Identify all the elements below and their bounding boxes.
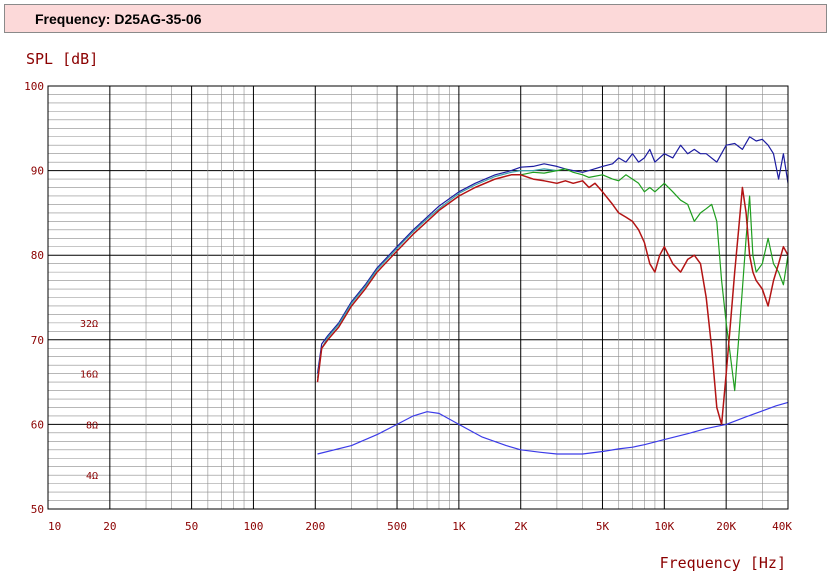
y-tick-label: 100 (24, 80, 44, 93)
series-blue-line (316, 136, 789, 374)
series-green-line (520, 168, 789, 392)
x-tick-label: 100 (244, 520, 264, 533)
chart-series (316, 136, 789, 455)
impedance-label: 32Ω (80, 319, 98, 330)
x-tick-label: 500 (387, 520, 407, 533)
chart-header: Frequency: D25AG-35-06 (4, 4, 827, 33)
x-tick-label: 2K (514, 520, 528, 533)
x-axis-title: Frequency [Hz] (660, 554, 786, 572)
y-tick-label: 70 (31, 334, 44, 347)
chart-grid (47, 85, 789, 510)
series-impedance-line (317, 401, 789, 455)
series-teal-line (316, 168, 557, 378)
impedance-label: 16Ω (80, 370, 98, 381)
y-axis-title: SPL [dB] (26, 50, 98, 68)
x-tick-label: 20 (103, 520, 116, 533)
y-tick-label: 80 (31, 249, 44, 262)
y-tick-label: 60 (31, 418, 44, 431)
x-tick-label: 5K (596, 520, 610, 533)
y-tick-label: 90 (31, 165, 44, 178)
x-tick-label: 1K (452, 520, 466, 533)
x-tick-label: 10K (654, 520, 674, 533)
series-red-line (316, 174, 789, 426)
chart-title: Frequency: D25AG-35-06 (35, 11, 202, 27)
chart-labels: 10 20 50 100 200 500 1K 2K 5K 10K 20K 40K 100 90 80 70 6… (24, 50, 792, 572)
plot-frame (47, 85, 789, 510)
x-tick-label: 20K (716, 520, 736, 533)
impedance-label: 4Ω (86, 471, 98, 482)
impedance-label: 8Ω (86, 420, 98, 431)
x-tick-label: 40K (772, 520, 792, 533)
x-tick-label: 10 (48, 520, 61, 533)
y-tick-label: 50 (31, 503, 44, 516)
x-tick-label: 200 (305, 520, 325, 533)
x-tick-label: 50 (185, 520, 198, 533)
